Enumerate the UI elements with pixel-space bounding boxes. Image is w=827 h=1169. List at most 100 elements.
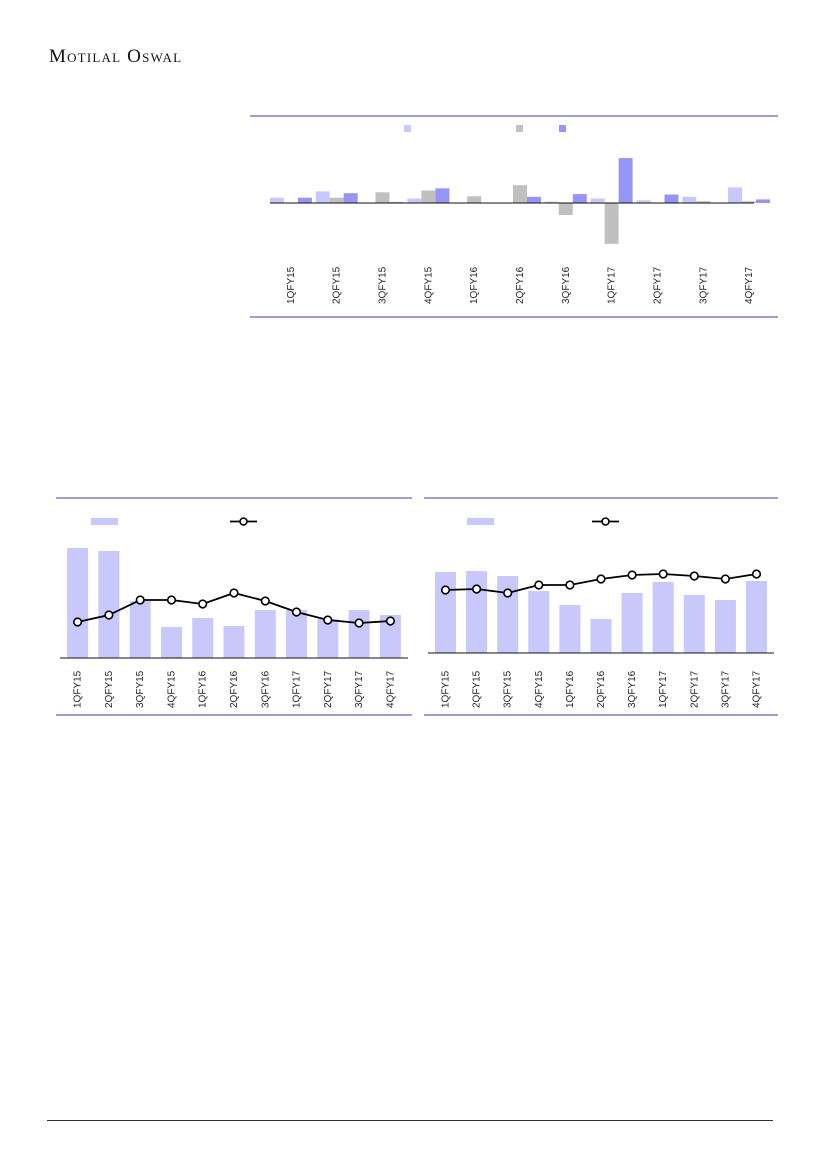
line-marker xyxy=(751,569,762,579)
bar xyxy=(269,197,284,203)
chart-bottom-left: 1QFY15 2QFY15 3QFY15 4QFY15 1QFY16 2QFY16 3QFY… xyxy=(56,497,412,716)
bar xyxy=(621,593,643,653)
x-tick-label: 1QFY15 xyxy=(441,670,452,708)
bar xyxy=(317,619,339,658)
x-tick-label: 2QFY17 xyxy=(689,670,700,708)
bar xyxy=(254,610,276,658)
x-tick-label: 4QFY17 xyxy=(751,670,762,708)
bar xyxy=(527,196,541,203)
bar xyxy=(329,197,344,203)
bar xyxy=(714,600,736,653)
x-tick-label: 3QFY16 xyxy=(627,670,638,708)
x-tick-label: 2QFY16 xyxy=(515,266,526,304)
x-tick-label: 2QFY15 xyxy=(332,266,343,304)
line-marker xyxy=(198,599,208,609)
bar xyxy=(343,193,358,203)
legend-swatch xyxy=(559,125,566,132)
company-logo: Motilal Oswal xyxy=(49,46,183,67)
bar xyxy=(683,595,705,653)
bar xyxy=(467,196,482,203)
bar xyxy=(67,548,89,658)
bar xyxy=(746,581,767,653)
bar xyxy=(497,576,519,653)
bar xyxy=(728,187,743,203)
x-tick-label: 4QFY15 xyxy=(423,266,434,304)
bar xyxy=(192,618,214,658)
line-marker xyxy=(135,595,145,605)
bar xyxy=(682,196,697,203)
x-tick-label: 4QFY17 xyxy=(385,670,396,708)
x-tick-label: 2QFY16 xyxy=(596,670,607,708)
bar xyxy=(223,626,245,658)
legend-swatch xyxy=(516,125,523,132)
x-tick-label: 2QFY15 xyxy=(472,670,483,708)
x-tick-label: 3QFY15 xyxy=(503,670,514,708)
legend-swatch xyxy=(467,518,494,525)
bar xyxy=(348,610,370,658)
line-marker xyxy=(385,616,396,626)
bar xyxy=(129,601,151,658)
x-tick-label: 1QFY17 xyxy=(292,670,303,708)
x-tick-label: 2QFY17 xyxy=(652,266,663,304)
x-tick-label: 2QFY17 xyxy=(323,670,334,708)
bar xyxy=(161,627,182,658)
x-tick-label: 3QFY15 xyxy=(135,670,146,708)
bar xyxy=(435,572,456,653)
line-marker xyxy=(534,580,544,590)
line-marker xyxy=(596,574,606,584)
bar xyxy=(559,605,581,653)
x-tick-label: 1QFY16 xyxy=(469,266,480,304)
line-marker xyxy=(260,596,270,606)
x-tick-label: 3QFY15 xyxy=(378,266,389,304)
x-tick-label: 3QFY16 xyxy=(260,670,271,708)
bar xyxy=(435,188,450,203)
bar xyxy=(572,194,587,203)
x-tick-label: 4QFY15 xyxy=(534,670,545,708)
x-tick-label: 3QFY17 xyxy=(720,670,731,708)
x-tick-label: 1QFY17 xyxy=(658,670,669,708)
bar xyxy=(558,203,573,215)
bar xyxy=(98,551,120,658)
line-marker xyxy=(720,574,731,584)
x-tick-label: 3QFY17 xyxy=(354,670,365,708)
x-tick-label: 1QFY16 xyxy=(565,670,576,708)
bar xyxy=(544,201,559,203)
bar xyxy=(528,591,550,653)
bar xyxy=(604,203,619,244)
bar xyxy=(407,198,422,203)
bar xyxy=(466,571,488,653)
line-marker xyxy=(73,617,83,627)
line-marker xyxy=(440,585,451,595)
x-tick-label: 4QFY17 xyxy=(744,266,755,304)
line-marker xyxy=(471,584,482,594)
bar xyxy=(297,197,312,203)
bar xyxy=(375,192,390,203)
chart-bottom-right: 1QFY15 2QFY15 3QFY15 4QFY15 1QFY16 2QFY16 3QFY… xyxy=(424,497,778,716)
x-tick-label: 2QFY16 xyxy=(229,670,240,708)
bar xyxy=(756,199,771,203)
x-tick-label: 1QFY17 xyxy=(607,266,618,304)
legend-swatch xyxy=(404,125,411,132)
bar xyxy=(664,194,679,203)
bar xyxy=(286,610,307,658)
bar xyxy=(590,198,605,203)
line-marker xyxy=(689,571,699,581)
chart-top: 1QFY15 2QFY15 3QFY15 4QFY15 1QFY16 2QFY16 3QFY… xyxy=(250,115,778,318)
bar xyxy=(590,619,612,653)
line-marker xyxy=(291,607,302,617)
line-marker xyxy=(627,570,637,580)
bar xyxy=(513,185,527,203)
x-tick-label: 2QFY15 xyxy=(104,670,115,708)
legend-marker xyxy=(239,517,248,526)
x-tick-label: 3QFY17 xyxy=(698,266,709,304)
bar xyxy=(379,615,401,658)
line-marker xyxy=(565,580,575,590)
line-marker xyxy=(354,618,364,628)
bar xyxy=(652,582,674,653)
line-marker xyxy=(658,569,668,579)
legend-marker xyxy=(601,517,610,526)
bar xyxy=(421,190,436,203)
x-tick-label: 1QFY16 xyxy=(198,670,209,708)
footer-rule xyxy=(47,1120,773,1121)
line-marker xyxy=(229,588,239,598)
